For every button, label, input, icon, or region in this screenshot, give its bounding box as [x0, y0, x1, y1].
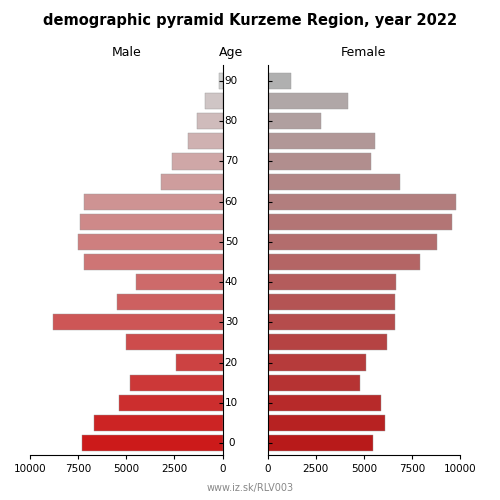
Bar	[176, 354, 222, 370]
Bar	[268, 435, 374, 451]
Bar	[268, 354, 366, 370]
Bar	[268, 334, 387, 350]
Bar	[136, 274, 222, 290]
Bar	[84, 194, 222, 210]
Bar	[268, 134, 376, 150]
Bar	[268, 394, 381, 411]
Bar	[161, 174, 222, 190]
Bar	[116, 294, 222, 310]
Bar	[268, 174, 400, 190]
Text: 90: 90	[224, 76, 238, 86]
Bar	[268, 113, 322, 130]
Bar	[205, 93, 222, 109]
Bar	[130, 374, 222, 390]
Bar	[80, 214, 223, 230]
Text: demographic pyramid Kurzeme Region, year 2022: demographic pyramid Kurzeme Region, year…	[43, 12, 457, 28]
Bar	[78, 234, 223, 250]
Bar	[268, 314, 394, 330]
Bar	[268, 294, 394, 310]
Bar	[268, 415, 385, 431]
Bar	[188, 134, 222, 150]
Bar	[126, 334, 222, 350]
Text: 70: 70	[224, 156, 238, 166]
Text: 50: 50	[224, 237, 238, 247]
Text: 20: 20	[224, 358, 238, 368]
Bar	[118, 394, 222, 411]
Bar	[218, 73, 222, 89]
Bar	[84, 254, 222, 270]
Bar	[268, 234, 437, 250]
Text: 40: 40	[224, 277, 238, 287]
Bar	[94, 415, 222, 431]
Bar	[268, 154, 372, 170]
Text: 60: 60	[224, 196, 238, 206]
Bar	[268, 274, 396, 290]
Bar	[268, 93, 348, 109]
Text: Age: Age	[219, 46, 244, 59]
Text: 0: 0	[228, 438, 234, 448]
Text: 30: 30	[224, 318, 238, 328]
Text: www.iz.sk/RLV003: www.iz.sk/RLV003	[206, 482, 294, 492]
Bar	[268, 374, 360, 390]
Bar	[268, 254, 420, 270]
Text: 10: 10	[224, 398, 238, 407]
Text: Female: Female	[341, 46, 386, 59]
Bar	[53, 314, 222, 330]
Bar	[172, 154, 222, 170]
Bar	[268, 194, 456, 210]
Text: Male: Male	[112, 46, 141, 59]
Bar	[198, 113, 222, 130]
Text: 80: 80	[224, 116, 238, 126]
Bar	[268, 214, 452, 230]
Bar	[268, 73, 290, 89]
Bar	[82, 435, 222, 451]
